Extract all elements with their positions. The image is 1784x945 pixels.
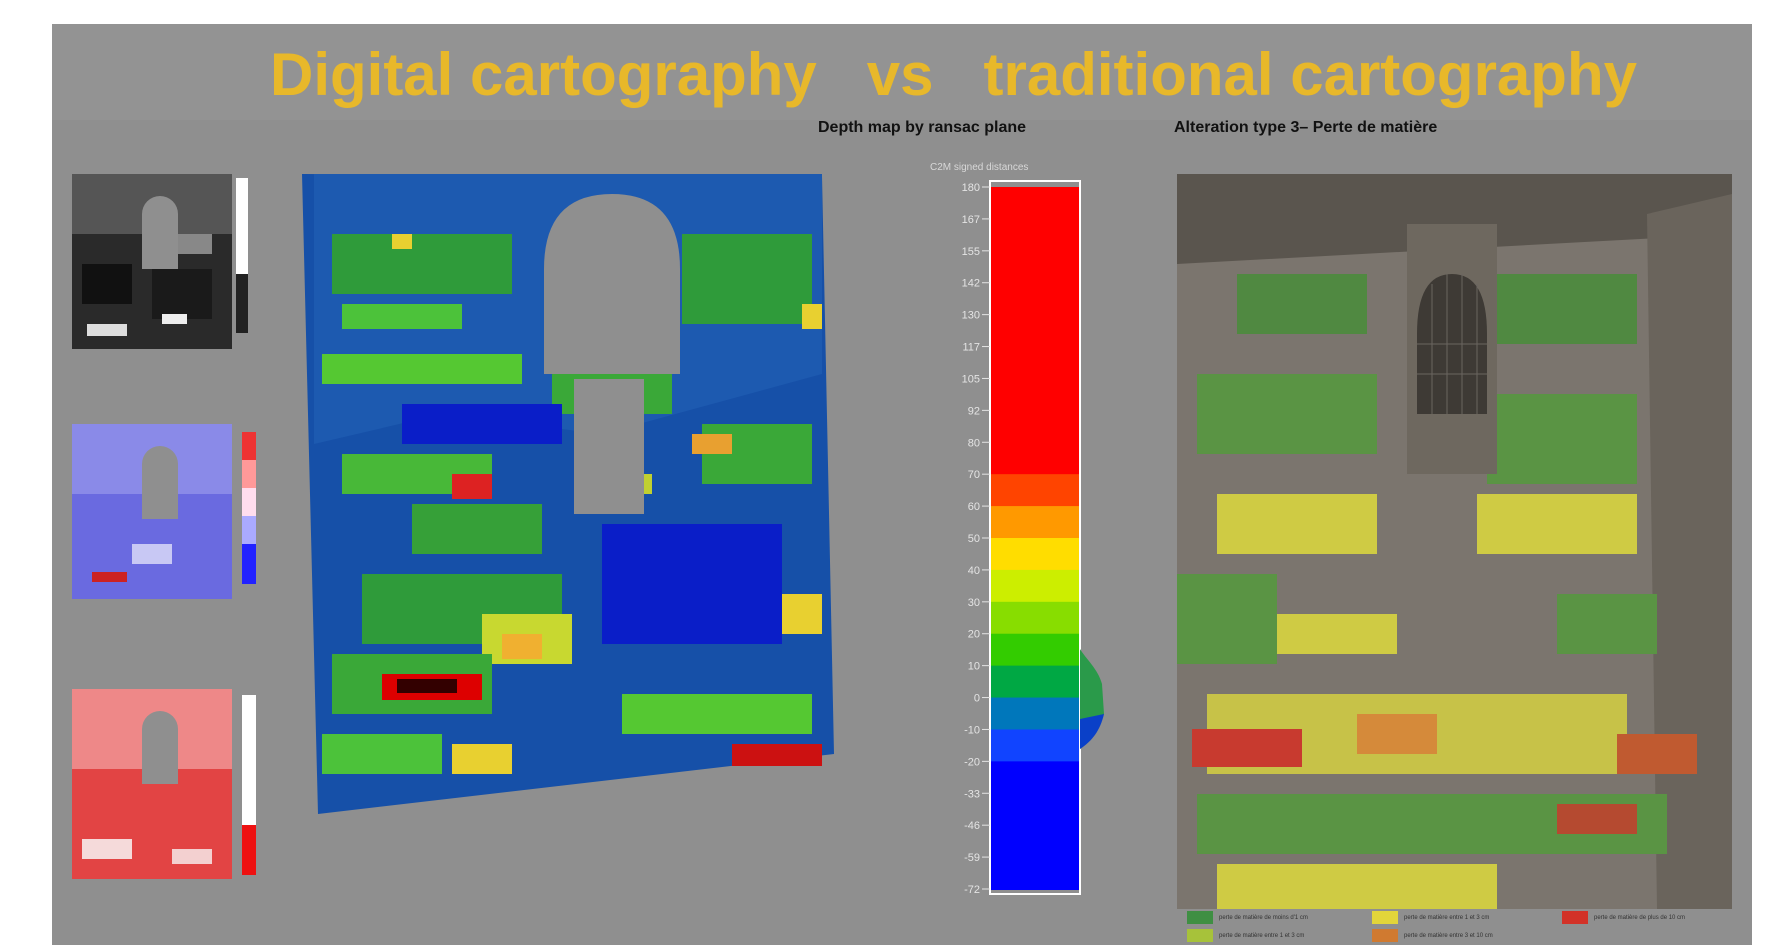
thumbnail-red-map	[72, 689, 256, 879]
colorbar-title: C2M signed distances	[930, 162, 1029, 173]
legend-swatch	[1187, 929, 1213, 942]
colorbar-tick-label: 180	[962, 182, 980, 194]
colorbar-band	[990, 601, 1080, 635]
legend-item: perte de matière de plus de 10 cm	[1562, 911, 1685, 924]
colorbar-tick-label: 50	[968, 533, 980, 545]
legend-label: perte de matière entre 1 et 3 cm	[1219, 932, 1305, 939]
thumbnail-blue-map	[72, 424, 256, 599]
colorbar-tick-label: -20	[964, 756, 980, 768]
colorbar-tick-label: 105	[962, 373, 980, 385]
colorbar-band	[990, 474, 1080, 508]
alteration-map-image	[1177, 174, 1732, 909]
colorbar-tick-label: 92	[968, 405, 980, 417]
colorbar-band	[990, 633, 1080, 667]
colorbar-tick-label: 20	[968, 629, 980, 641]
colorbar-tick-label: 117	[962, 342, 980, 354]
legend-item: perte de matière entre 3 et 10 cm	[1372, 929, 1493, 942]
colorbar-tick-label: 142	[962, 278, 980, 290]
colorbar-band	[990, 825, 1080, 859]
title-band	[52, 24, 1752, 120]
colorbar-band	[990, 665, 1080, 699]
legend-swatch	[1372, 929, 1398, 942]
legend-swatch	[1562, 911, 1588, 924]
slide: Digital cartography vs traditional carto…	[52, 24, 1752, 945]
legend-swatch	[1372, 911, 1398, 924]
colorbar-band	[990, 506, 1080, 539]
colorbar-band	[990, 538, 1080, 571]
legend-label: perte de matière entre 1 et 3 cm	[1404, 914, 1490, 921]
legend-label: perte de matière de moins d'1 cm	[1219, 914, 1308, 921]
colorbar-band	[990, 187, 1080, 220]
colorbar-band	[990, 250, 1080, 284]
colorbar-tick-label: -10	[964, 724, 980, 736]
colorbar-tick-label: 155	[962, 246, 980, 258]
slide-title: Digital cartography vs traditional carto…	[270, 41, 1637, 108]
colorbar-tick-label: 130	[962, 310, 980, 322]
colorbar-tick-label: 10	[968, 661, 980, 673]
colorbar-tick-label: 70	[968, 469, 980, 481]
depth-map-title: Depth map by ransac plane	[818, 119, 1027, 136]
colorbar-band	[990, 442, 1080, 476]
colorbar-band	[990, 857, 1080, 890]
colorbar-tick-label: 167	[962, 214, 980, 226]
colorbar-tick-label: 80	[968, 437, 980, 449]
colorbar-tick-label: -46	[964, 820, 980, 832]
colorbar-band	[990, 378, 1080, 412]
colorbar-tick-label: 60	[968, 501, 980, 513]
colorbar-tick-label: -59	[964, 852, 980, 864]
colorbar-band	[990, 761, 1080, 795]
colorbar-band	[990, 793, 1080, 827]
colorbar-band	[990, 729, 1080, 763]
colorbar-tick-label: -72	[964, 884, 980, 896]
colorbar-band	[990, 346, 1080, 380]
legend-item: perte de matière entre 1 et 3 cm	[1372, 911, 1489, 924]
depth-map-image	[302, 174, 834, 814]
colorbar-band	[990, 410, 1080, 444]
colorbar-band	[990, 697, 1080, 731]
colorbar-tick-label: -33	[964, 788, 980, 800]
legend-item: perte de matière entre 1 et 3 cm	[1187, 929, 1304, 942]
colorbar-band	[990, 314, 1080, 348]
legend-label: perte de matière entre 3 et 10 cm	[1404, 932, 1493, 939]
alteration-map-title: Alteration type 3– Perte de matière	[1174, 119, 1438, 136]
colorbar-tick-label: 40	[968, 565, 980, 577]
colorbar-band	[990, 218, 1080, 252]
legend-label: perte de matière de plus de 10 cm	[1594, 914, 1686, 921]
colorbar-band	[990, 282, 1080, 316]
thumbnail-grayscale-map	[72, 174, 248, 349]
colorbar-tick-label: 0	[974, 693, 980, 705]
colorbar: 180 167 155 142 130 117 105 92 80 70 60 50 40 30 20 10 0…	[962, 180, 1104, 896]
legend-swatch	[1187, 911, 1213, 924]
colorbar-band	[990, 569, 1080, 603]
legend-item: perte de matière de moins d'1 cm	[1187, 911, 1308, 924]
colorbar-tick-label: 30	[968, 597, 980, 609]
